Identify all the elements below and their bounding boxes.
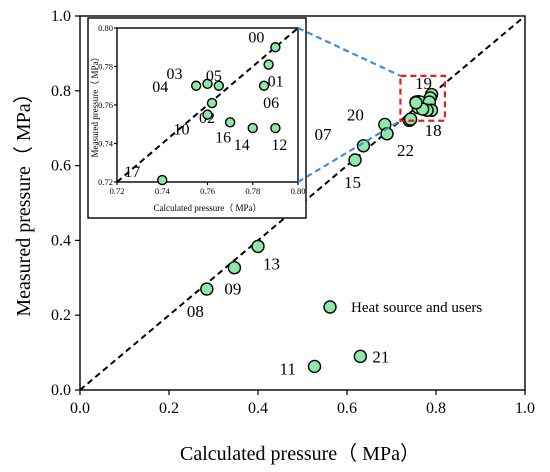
inset-data-label-01: 01 bbox=[268, 74, 284, 91]
x-tick-label: 0.6 bbox=[337, 400, 357, 417]
data-label-20: 20 bbox=[347, 105, 364, 124]
data-label-07: 07 bbox=[314, 125, 332, 144]
inset-x-tick-label: 0.78 bbox=[245, 186, 260, 196]
x-tick-label: 1.0 bbox=[515, 400, 535, 417]
data-label-15: 15 bbox=[344, 173, 361, 192]
inset-data-point-16 bbox=[224, 117, 236, 128]
inset-plot: 0.72 0.74 0.76 0.78 0.80 0.72 0.74 0.76 0.78 0.80… bbox=[87, 17, 307, 219]
data-label-08: 08 bbox=[187, 302, 204, 321]
y-tick-label: 0.2 bbox=[51, 307, 71, 324]
inset-y-axis-title: Measured pressure（ MPa） bbox=[90, 53, 100, 158]
inset-y-tick-label: 0.74 bbox=[98, 139, 114, 149]
inset-data-label-06: 06 bbox=[263, 95, 279, 112]
inset-x-tick-label: 0.72 bbox=[110, 186, 125, 196]
x-tick-label: 0.4 bbox=[248, 400, 268, 417]
inset-data-point-14 bbox=[247, 122, 258, 134]
inset-y-tick-label: 0.72 bbox=[98, 177, 113, 187]
inset-data-label-00: 00 bbox=[248, 29, 264, 46]
data-point-18 bbox=[403, 112, 418, 126]
inset-data-label-05: 05 bbox=[206, 68, 222, 85]
inset-x-tick-label: 0.80 bbox=[291, 186, 306, 196]
inset-data-point-12 bbox=[270, 122, 281, 134]
inset-data-point-01 bbox=[263, 59, 274, 70]
inset-data-point-06 bbox=[258, 80, 270, 91]
inset-data-label-14: 14 bbox=[234, 137, 250, 154]
inset-data-label-17: 17 bbox=[124, 164, 140, 181]
legend-label: Heat source and users bbox=[351, 300, 482, 316]
data-label-21: 21 bbox=[372, 347, 389, 366]
inset-data-label-04: 04 bbox=[152, 79, 168, 96]
inset-data-point-00 bbox=[270, 42, 281, 53]
inset-data-point-10 bbox=[202, 109, 213, 120]
inset-data-point-02 bbox=[206, 97, 218, 109]
inset-data-point-05 bbox=[213, 80, 225, 91]
y-tick-label: 0.6 bbox=[51, 158, 71, 175]
inset-x-axis-title: Calculated pressure（ MPa） bbox=[154, 203, 262, 213]
plot-frame bbox=[79, 15, 526, 391]
inset-data-label-16: 16 bbox=[215, 129, 231, 146]
inset-x-tick-label: 0.76 bbox=[200, 186, 215, 196]
inset-data-label-03: 03 bbox=[167, 66, 183, 83]
inset-data-point-17 bbox=[157, 174, 168, 186]
data-point-11 bbox=[307, 359, 322, 374]
x-tick-label: 0.2 bbox=[159, 400, 179, 417]
data-label-09: 09 bbox=[224, 280, 241, 299]
legend: Heat source and users bbox=[323, 300, 482, 316]
y-tick-label: 0.8 bbox=[51, 83, 71, 100]
inset-data-label-10: 10 bbox=[174, 122, 190, 139]
inset-data-point-03 bbox=[202, 78, 213, 90]
data-label-19: 19 bbox=[415, 74, 432, 93]
data-point-13 bbox=[251, 239, 265, 254]
zoom-box bbox=[399, 74, 446, 122]
data-label-13: 13 bbox=[263, 254, 280, 273]
data-point-21 bbox=[353, 349, 368, 364]
y-tick-label: 1.0 bbox=[51, 8, 71, 25]
zoom-indicator bbox=[297, 27, 446, 183]
y-axis-title: Measured pressure（ MPa） bbox=[12, 83, 35, 316]
inset-y-tick-label: 0.76 bbox=[98, 100, 113, 110]
x-tick-label: 0.0 bbox=[70, 400, 90, 417]
x-axis-title: Calculated pressure（ MPa） bbox=[180, 442, 420, 465]
zoom-connector-top bbox=[297, 27, 401, 77]
data-label-22: 22 bbox=[397, 141, 414, 160]
inset-data-point-04 bbox=[190, 80, 202, 91]
data-point-08 bbox=[200, 282, 214, 296]
y-tick-label: 0.4 bbox=[51, 232, 71, 249]
data-label-11: 11 bbox=[280, 359, 296, 378]
data-point-07 bbox=[356, 139, 371, 153]
inset-y-tick-label: 0.78 bbox=[98, 62, 113, 72]
x-tick-label: 0.8 bbox=[426, 400, 446, 417]
y-tick-label: 0.0 bbox=[51, 382, 71, 399]
inset-data-label-12: 12 bbox=[271, 137, 287, 154]
data-point-15 bbox=[348, 153, 362, 167]
inset-y-tick-label: 0.80 bbox=[98, 23, 113, 33]
data-label-18: 18 bbox=[425, 121, 442, 140]
data-point-19 bbox=[409, 96, 423, 110]
legend-marker bbox=[323, 300, 337, 314]
inset-x-tick-label: 0.74 bbox=[155, 186, 171, 196]
data-point-09 bbox=[227, 261, 242, 275]
